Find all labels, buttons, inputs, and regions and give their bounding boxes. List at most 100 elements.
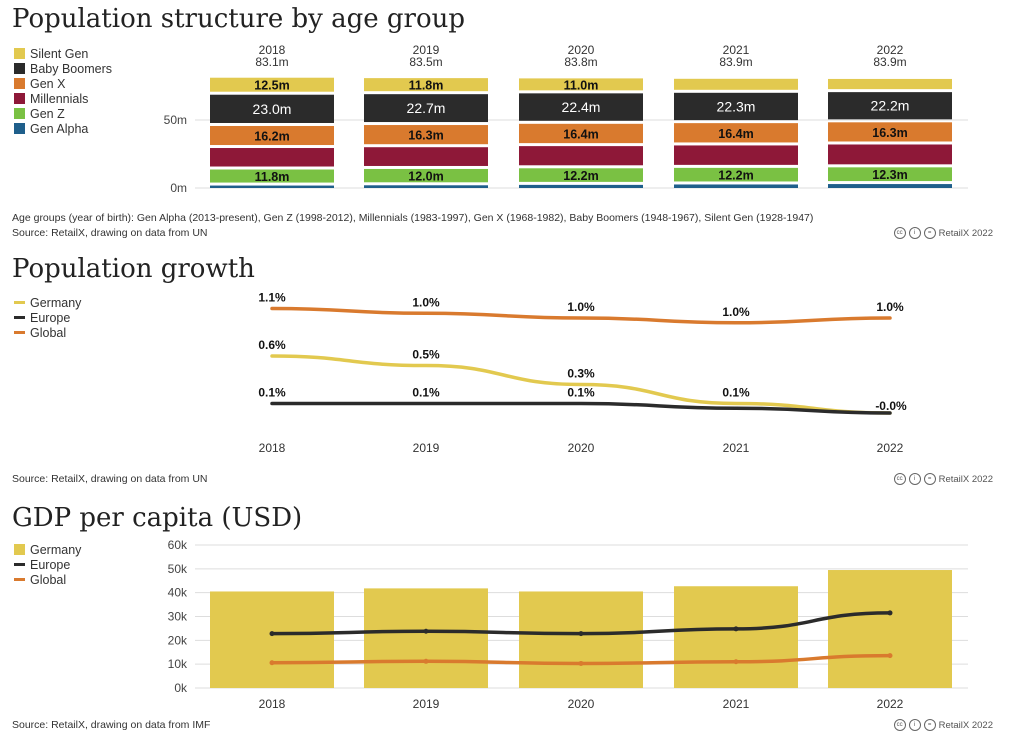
credit-text: RetailX 2022 — [938, 227, 993, 239]
line-global — [270, 306, 892, 325]
bar-silent-gen-2022 — [828, 78, 952, 90]
total-label-2020: 83.8m — [564, 55, 597, 69]
bar-baby-boomers-2022 — [828, 92, 952, 120]
legend-item-germany: Germany — [14, 295, 81, 310]
y-tick-label: 0k — [174, 681, 188, 695]
data-label-silent-gen-2020: 11.0m — [564, 78, 599, 92]
legend-label: Germany — [30, 542, 82, 557]
x-tick-label-2022: 2022 — [877, 697, 904, 711]
bar-millennials-2019 — [364, 147, 488, 166]
gdp-credit: cc i = RetailX 2022 — [893, 719, 993, 731]
cc-icon: cc — [893, 473, 906, 485]
data-label-global-2020: 1.0% — [567, 300, 595, 314]
legend-item-millennials: Millennials — [14, 91, 112, 106]
y-tick-label: 20k — [168, 633, 188, 647]
legend-swatch — [14, 578, 25, 581]
bar-gen-z-2020 — [519, 168, 643, 182]
growth-source: Source: RetailX, drawing on data from UN — [12, 473, 208, 485]
nd-icon: = — [923, 227, 936, 239]
bar-millennials-2018 — [210, 148, 334, 167]
credit-text: RetailX 2022 — [938, 473, 993, 485]
total-label-2019: 83.5m — [409, 55, 442, 69]
data-label-gen-z-2018: 11.8m — [255, 170, 290, 184]
bar-silent-gen-2019 — [364, 78, 488, 92]
legend-label: Silent Gen — [30, 46, 89, 61]
category-label-2021: 2021 — [723, 43, 750, 57]
bar-germany-2022 — [828, 570, 952, 688]
point-europe-2022 — [887, 610, 893, 616]
legend-item-global: Global — [14, 325, 81, 340]
bar-gen-z-2021 — [674, 167, 798, 182]
legend-label: Gen X — [30, 76, 66, 91]
cc-icon: cc — [893, 227, 906, 239]
data-label-global-2022: 1.0% — [876, 300, 904, 314]
point-global-2022 — [887, 653, 893, 659]
bar-silent-gen-2020 — [519, 78, 643, 91]
data-label-global-2018: 1.1% — [258, 291, 286, 305]
data-label-gen-z-2020: 12.2m — [563, 169, 598, 183]
legend-label: Global — [30, 572, 67, 587]
growth-chart: 0.6% 0.5% 0.3% 0.1% -0.0% 0.1% 0.1% 0.1% 1.1% 1.0… — [258, 291, 907, 456]
y-tick-label: 40k — [168, 586, 188, 600]
legend-label: Baby Boomers — [30, 61, 112, 76]
legend-swatch — [14, 78, 25, 89]
x-tick-label-2020: 2020 — [568, 697, 595, 711]
point-europe-2021 — [733, 626, 739, 632]
bar-gen-alpha-2020 — [519, 184, 643, 188]
age-groups-note: Age groups (year of birth): Gen Alpha (2… — [12, 212, 814, 224]
category-label-2020: 2020 — [568, 43, 595, 57]
legend-item-silent-gen: Silent Gen — [14, 46, 112, 61]
bar-millennials-2021 — [674, 145, 798, 165]
data-label-baby-boomers-2022: 22.2m — [871, 98, 910, 114]
bar-germany-2020 — [519, 591, 643, 688]
data-label-gen-x-2021: 16.4m — [718, 127, 753, 141]
data-label-gen-x-2018: 16.2m — [254, 130, 289, 144]
legend-swatch — [14, 563, 25, 566]
data-label-global-2021: 1.0% — [722, 305, 750, 319]
bar-baby-boomers-2018 — [210, 94, 334, 123]
data-label-baby-boomers-2018: 23.0m — [253, 101, 292, 117]
cc-icon: cc — [893, 719, 906, 731]
x-tick-label-2019: 2019 — [413, 697, 440, 711]
total-label-2022: 83.9m — [873, 55, 906, 69]
data-label-gen-x-2020: 16.4m — [563, 127, 598, 141]
growth-credit: cc i = RetailX 2022 — [893, 473, 993, 485]
credit-text: RetailX 2022 — [938, 719, 993, 731]
bar-gen-alpha-2022 — [828, 184, 952, 188]
bar-baby-boomers-2019 — [364, 94, 488, 123]
point-europe-2019 — [423, 628, 429, 634]
gdp-title: GDP per capita (USD) — [12, 503, 303, 533]
category-label-2022: 2022 — [877, 43, 904, 57]
point-global-2021 — [733, 659, 739, 665]
y-tick-label: 60k — [168, 538, 188, 552]
legend-item-gen-x: Gen X — [14, 76, 112, 91]
legend-swatch — [14, 301, 25, 304]
legend-item-gen-alpha: Gen Alpha — [14, 121, 112, 136]
data-label-silent-gen-2018: 12.5m — [254, 79, 289, 93]
bar-silent-gen-2021 — [674, 78, 798, 90]
x-tick-label-2022: 2022 — [877, 441, 904, 455]
data-label-gen-x-2019: 16.3m — [408, 129, 443, 143]
growth-title: Population growth — [12, 254, 255, 284]
x-tick-label-2021: 2021 — [723, 697, 750, 711]
data-label-baby-boomers-2019: 22.7m — [407, 100, 446, 116]
nd-icon: = — [923, 719, 936, 731]
data-label-germany-2022: -0.0% — [875, 399, 907, 413]
bar-millennials-2020 — [519, 146, 643, 166]
y-tick-label: 30k — [168, 610, 188, 624]
data-label-europe-2020: 0.1% — [567, 386, 595, 400]
legend-item-gen-z: Gen Z — [14, 106, 112, 121]
by-icon: i — [908, 473, 921, 485]
legend-item-europe: Europe — [14, 557, 81, 572]
legend-label: Gen Alpha — [30, 121, 89, 136]
age-structure-source: Source: RetailX, drawing on data from UN — [12, 227, 208, 239]
by-icon: i — [908, 227, 921, 239]
total-label-2021: 83.9m — [719, 55, 752, 69]
age-structure-title: Population structure by age group — [12, 4, 466, 34]
data-label-gen-z-2021: 12.2m — [718, 169, 753, 183]
legend-item-germany: Germany — [14, 542, 81, 557]
data-label-silent-gen-2019: 11.8m — [409, 79, 444, 93]
age-structure-legend: Silent Gen Baby Boomers Gen X Millennials Ge… — [14, 46, 112, 136]
x-tick-label-2018: 2018 — [259, 697, 286, 711]
point-global-2019 — [423, 658, 429, 664]
